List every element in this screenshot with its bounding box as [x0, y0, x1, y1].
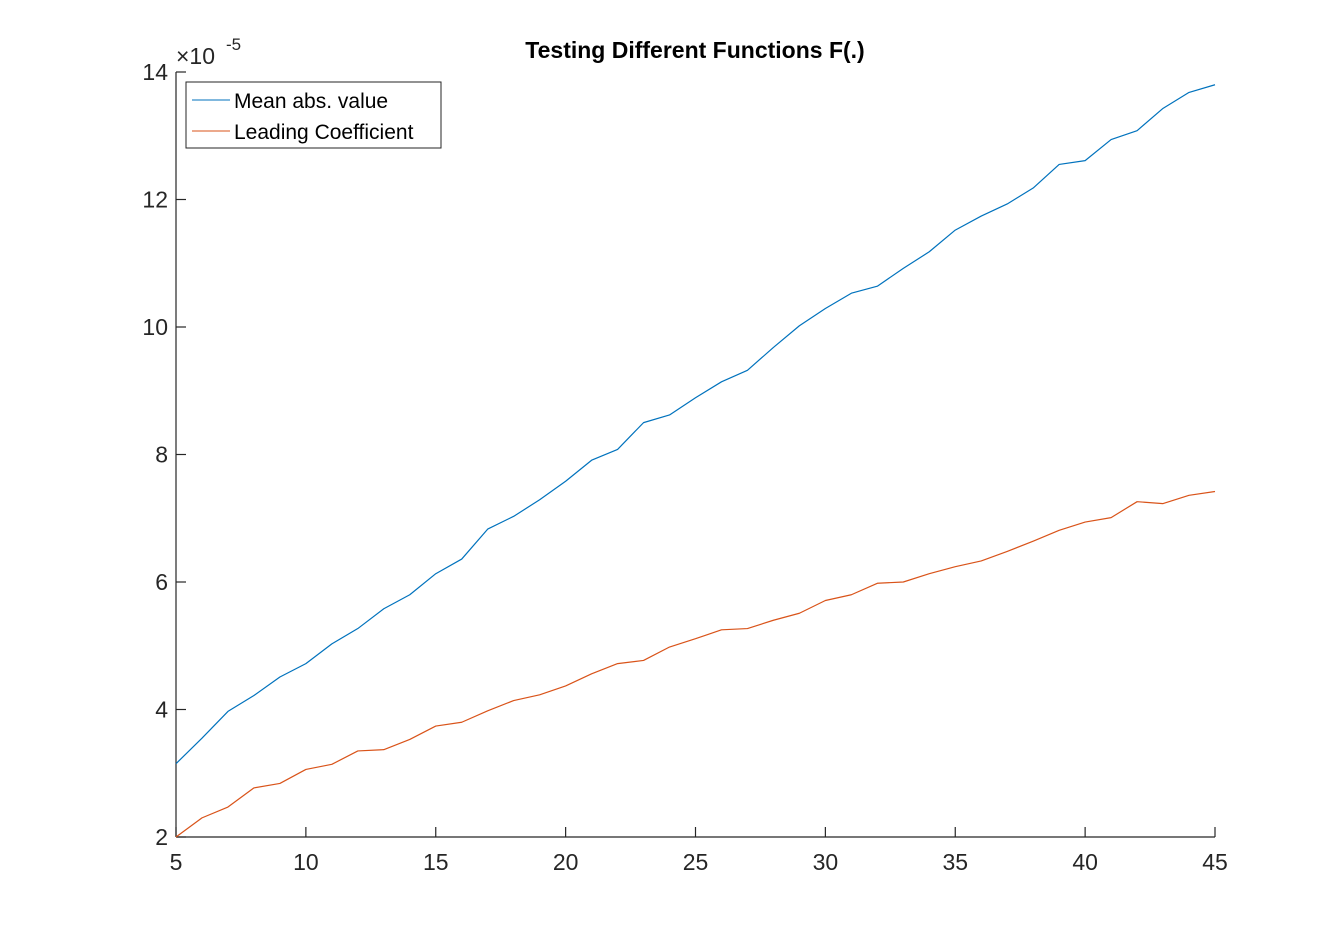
y-tick-label: 14 [142, 59, 168, 85]
x-tick-label: 25 [683, 849, 709, 875]
x-tick-label: 35 [942, 849, 968, 875]
x-tick-label: 10 [293, 849, 319, 875]
y-tick-label: 10 [142, 314, 168, 340]
legend-box [185, 81, 442, 149]
axes-background [176, 72, 1215, 837]
y-exponent-base: ×10 [176, 43, 215, 69]
legend-label-mean-abs-value: Mean abs. value [234, 90, 388, 113]
y-exponent-power: -5 [226, 35, 241, 54]
y-tick-label: 2 [155, 824, 168, 850]
x-tick-label: 5 [170, 849, 183, 875]
x-tick-label: 15 [423, 849, 449, 875]
series-line-leading-coefficient [175, 490, 1216, 838]
y-axis-ticks: 2 4 6 8 10 12 14 [142, 59, 186, 850]
x-tick-label: 45 [1202, 849, 1228, 875]
y-tick-label: 4 [155, 697, 168, 723]
x-tick-label: 30 [813, 849, 839, 875]
legend-label-leading-coefficient: Leading Coefficient [234, 121, 414, 144]
y-exponent-label: ×10 -5 [176, 35, 241, 69]
x-tick-label: 20 [553, 849, 579, 875]
x-axis-ticks: 5 10 15 20 25 30 35 40 45 [170, 827, 1228, 875]
chart-title: Testing Different Functions F(.) [525, 37, 864, 63]
series-lines [175, 84, 1216, 838]
x-tick-label: 40 [1072, 849, 1098, 875]
y-tick-label: 12 [142, 187, 168, 213]
y-tick-label: 8 [155, 442, 168, 468]
legend: Mean abs. value Leading Coefficient [185, 81, 442, 149]
series-line-mean-abs-value [175, 84, 1216, 765]
y-tick-label: 6 [155, 569, 168, 595]
